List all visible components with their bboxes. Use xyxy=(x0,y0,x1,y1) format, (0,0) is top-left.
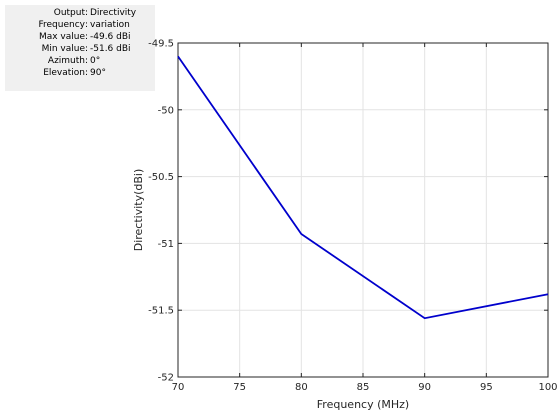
x-tick-label: 90 xyxy=(418,382,431,393)
y-tick-label: -49.5 xyxy=(148,39,174,50)
y-tick-label: -50.5 xyxy=(148,172,174,183)
series-group xyxy=(177,55,549,320)
info-key: Max value xyxy=(38,32,85,42)
y-axis-label: Directivity(dBi) xyxy=(132,169,145,252)
info-row-output: Output : Directivity xyxy=(5,7,155,19)
x-tick-label: 70 xyxy=(172,382,185,393)
y-tick-label: -51 xyxy=(158,239,174,250)
info-value: Directivity xyxy=(90,8,137,18)
info-value: 90° xyxy=(90,68,106,78)
grid-lines xyxy=(177,42,549,378)
info-colon: : xyxy=(85,32,89,42)
info-colon: : xyxy=(85,8,89,18)
info-key: Azimuth xyxy=(47,56,85,66)
info-value: -51.6 dBi xyxy=(90,44,131,54)
x-tick-label: 80 xyxy=(295,382,308,393)
info-key: Min value xyxy=(41,44,85,54)
info-value: variation xyxy=(90,20,130,30)
x-tick-label: 85 xyxy=(357,382,370,393)
info-panel: Output : Directivity Frequency : variati… xyxy=(5,5,155,91)
y-tick-label: -51.5 xyxy=(148,306,174,317)
series-line xyxy=(177,55,549,320)
x-tick-label: 75 xyxy=(233,382,246,393)
info-row-frequency: Frequency : variation xyxy=(5,19,155,31)
info-row-elevation: Elevation : 90° xyxy=(5,67,155,79)
info-value: 0° xyxy=(90,56,101,66)
y-tick-label: -50 xyxy=(158,105,174,116)
info-key: Elevation xyxy=(43,68,85,78)
info-row-max-value: Max value : -49.6 dBi xyxy=(5,31,155,43)
info-key: Output xyxy=(53,8,85,18)
x-tick-label: 100 xyxy=(538,382,557,393)
info-colon: : xyxy=(85,20,89,30)
info-colon: : xyxy=(85,44,89,54)
axis-ticks: 70 75 80 85 90 95 100 -52 -51.5 -51 -50.5 -50 -49.5 xyxy=(148,39,557,394)
info-key: Frequency xyxy=(38,20,86,30)
info-colon: : xyxy=(85,56,89,66)
x-axis-label: Frequency (MHz) xyxy=(317,398,409,411)
y-tick-label: -52 xyxy=(158,373,174,384)
info-value: -49.6 dBi xyxy=(90,32,131,42)
info-colon: : xyxy=(85,68,89,78)
info-row-min-value: Min value : -51.6 dBi xyxy=(5,43,155,55)
info-row-azimuth: Azimuth : 0° xyxy=(5,55,155,67)
x-tick-label: 95 xyxy=(480,382,493,393)
